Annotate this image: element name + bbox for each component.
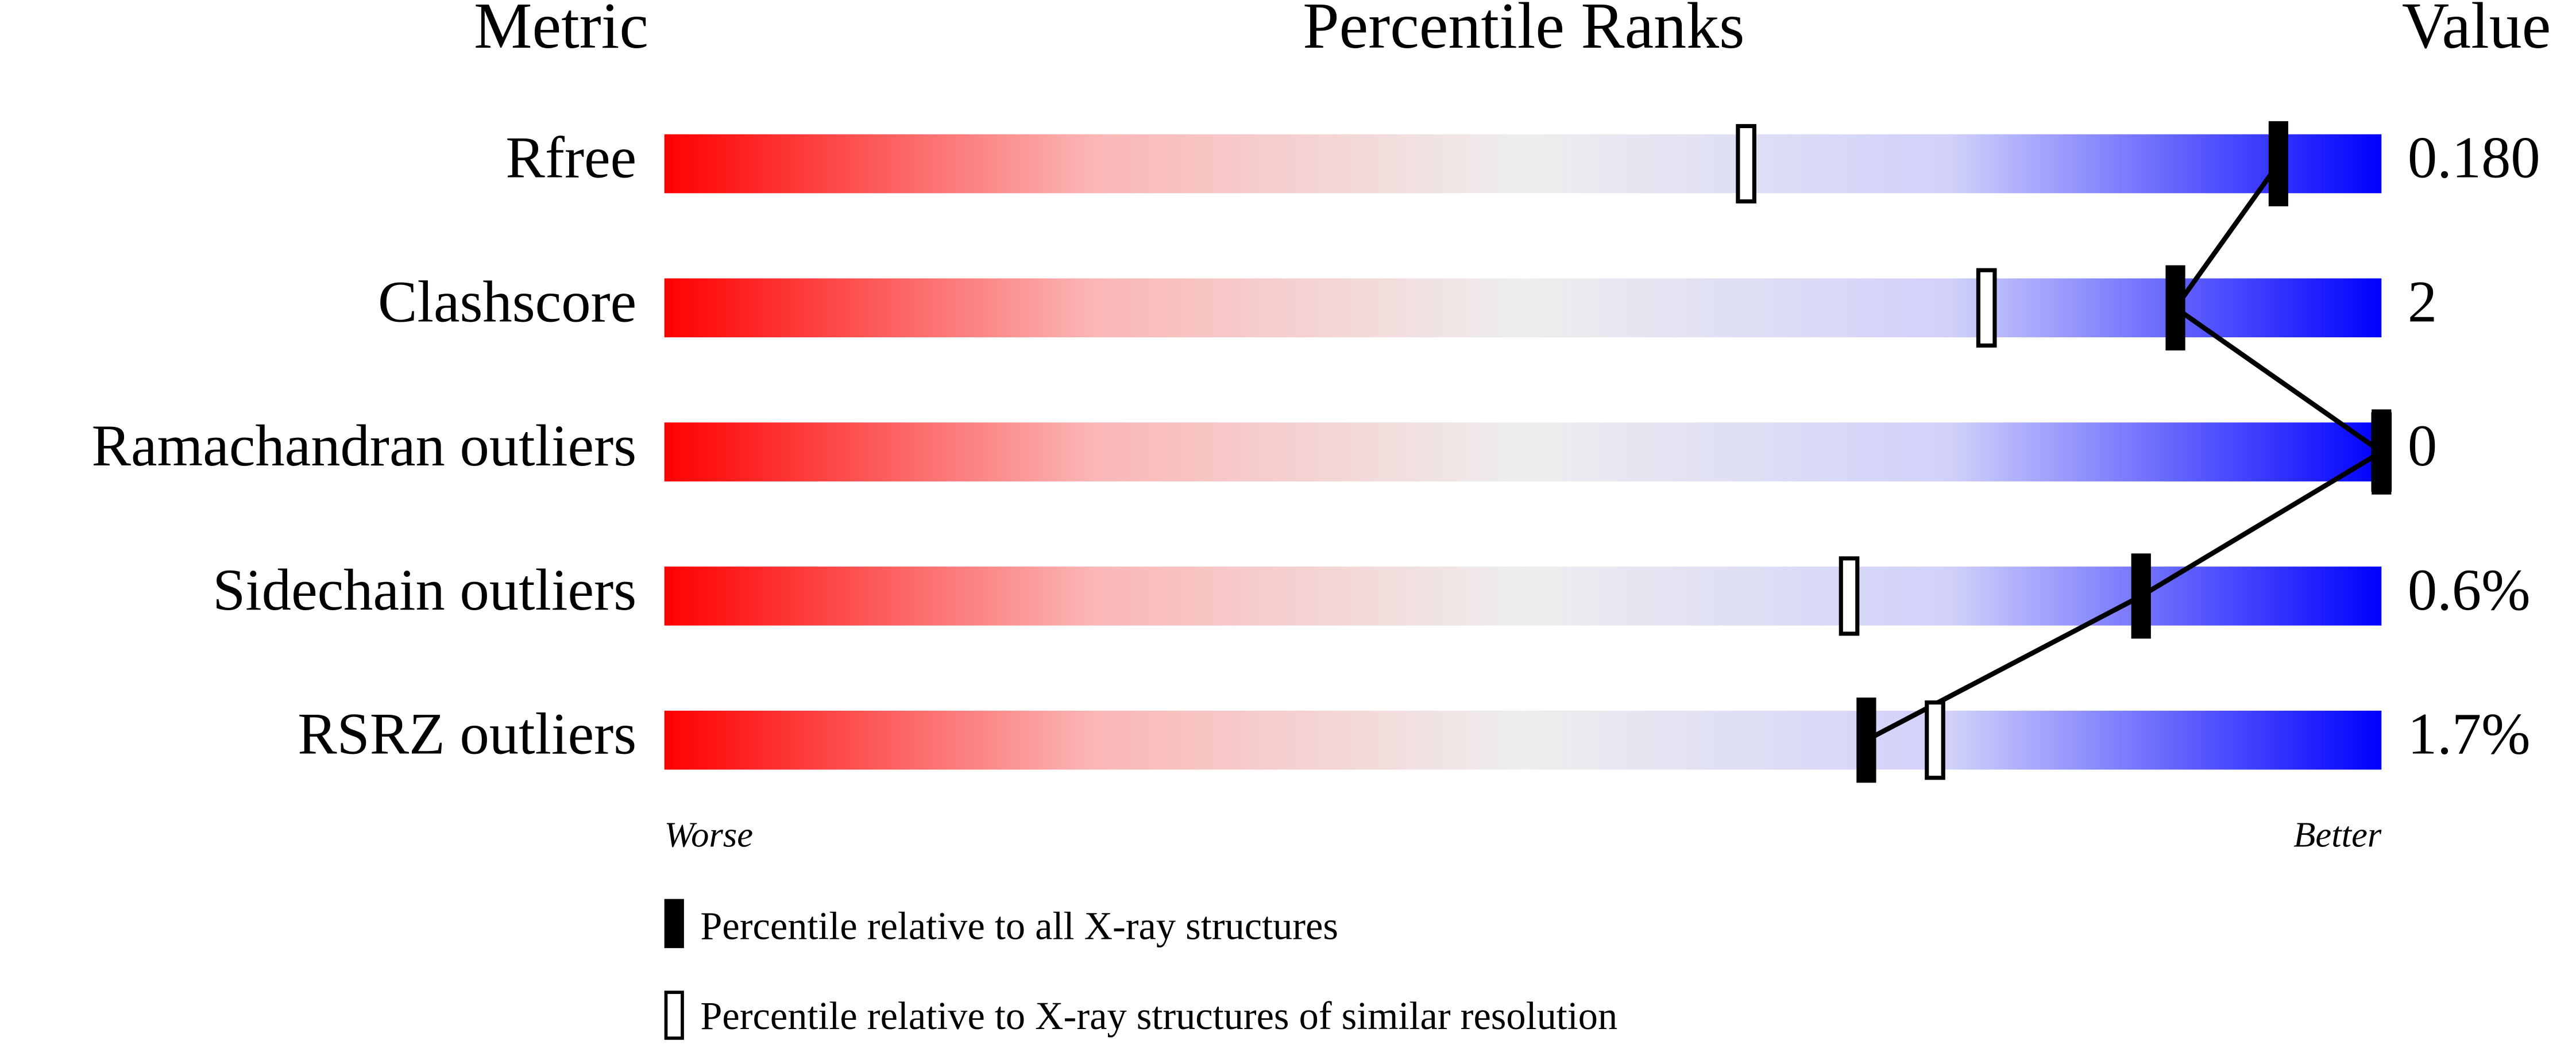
marker-all-structures xyxy=(2268,121,2289,207)
metric-value: 1.7% xyxy=(2408,702,2531,767)
metric-label: Sidechain outliers xyxy=(213,558,636,623)
marker-all-structures xyxy=(2165,265,2185,350)
metric-label: Rfree xyxy=(505,126,636,191)
marker-similar-resolution xyxy=(1839,556,1860,636)
percentile-bar xyxy=(664,134,2382,194)
worse-label: Worse xyxy=(665,815,753,855)
metric-label: RSRZ outliers xyxy=(298,702,636,767)
metric-label: Ramachandran outliers xyxy=(92,414,637,479)
header-percentile: Percentile Ranks xyxy=(1303,0,1744,62)
marker-all-structures xyxy=(2372,409,2392,495)
marker-all-structures xyxy=(2131,553,2151,639)
legend-swatch-filled xyxy=(664,899,684,949)
metric-value: 0.6% xyxy=(2408,558,2531,623)
header-value: Value xyxy=(2402,0,2551,62)
percentile-bar xyxy=(664,278,2382,338)
percentile-bar xyxy=(664,567,2382,626)
legend-label: Percentile relative to all X-ray structu… xyxy=(700,904,1338,947)
metric-label: Clashscore xyxy=(378,269,636,334)
percentile-bar xyxy=(664,422,2382,481)
better-label: Better xyxy=(2293,815,2382,855)
marker-similar-resolution xyxy=(1736,124,1756,204)
metric-value: 0.180 xyxy=(2408,126,2540,191)
legend-swatch-open xyxy=(664,991,684,1040)
percentile-bar xyxy=(664,710,2382,770)
legend-label: Percentile relative to X-ray structures … xyxy=(700,994,1617,1038)
marker-similar-resolution xyxy=(1976,268,1997,348)
header-metric: Metric xyxy=(474,0,648,62)
metric-value: 0 xyxy=(2408,414,2437,479)
marker-similar-resolution xyxy=(1925,700,1945,780)
metric-value: 2 xyxy=(2408,269,2437,334)
marker-all-structures xyxy=(1856,698,1876,783)
